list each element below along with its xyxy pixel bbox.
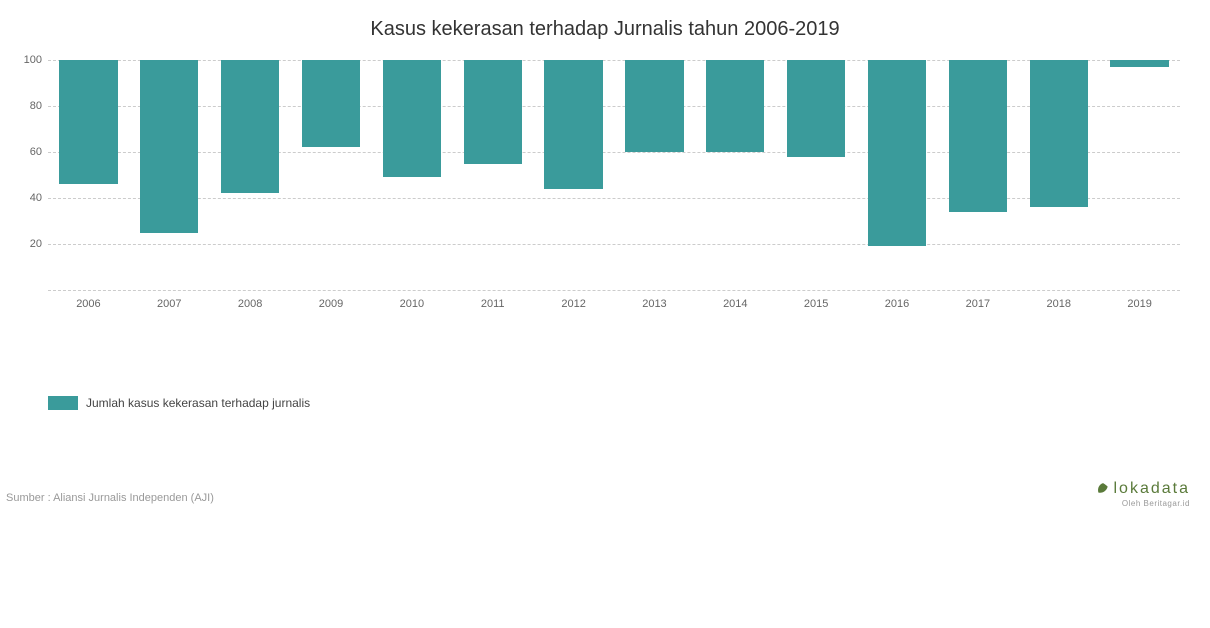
bar-slot: 2012 <box>533 60 614 290</box>
bar-slot: 2013 <box>614 60 695 290</box>
legend-swatch <box>48 396 78 410</box>
gridline <box>48 290 1180 291</box>
y-tick-label: 60 <box>14 146 42 158</box>
brand-logo: lokadata Oleh Beritagar.id <box>1096 480 1191 508</box>
y-tick-label: 100 <box>14 54 42 66</box>
leaf-icon <box>1096 482 1110 496</box>
chart-area: 20406080100 2006200720082009201020112012… <box>48 60 1180 310</box>
x-tick-label: 2018 <box>1018 298 1099 310</box>
bar-slot: 2009 <box>291 60 372 290</box>
chart-container: Kasus kekerasan terhadap Jurnalis tahun … <box>0 0 1210 628</box>
bar-slot: 2017 <box>937 60 1018 290</box>
bar <box>140 60 198 233</box>
x-tick-label: 2012 <box>533 298 614 310</box>
bar <box>787 60 845 157</box>
legend: Jumlah kasus kekerasan terhadap jurnalis <box>48 396 310 410</box>
y-tick-label: 20 <box>14 238 42 250</box>
brand-subtitle: Oleh Beritagar.id <box>1096 499 1191 508</box>
x-tick-label: 2009 <box>291 298 372 310</box>
y-tick-label: 80 <box>14 100 42 112</box>
bar <box>706 60 764 152</box>
brand-name: lokadata <box>1096 480 1191 498</box>
bar-slot: 2006 <box>48 60 129 290</box>
bar-slot: 2014 <box>695 60 776 290</box>
bar <box>949 60 1007 212</box>
bar <box>1110 60 1168 67</box>
x-tick-label: 2010 <box>371 298 452 310</box>
brand-name-text: lokadata <box>1114 480 1191 498</box>
x-tick-label: 2013 <box>614 298 695 310</box>
bar-slot: 2008 <box>210 60 291 290</box>
bar <box>625 60 683 152</box>
bar-slot: 2007 <box>129 60 210 290</box>
bar-slot: 2011 <box>452 60 533 290</box>
x-tick-label: 2008 <box>210 298 291 310</box>
x-tick-label: 2017 <box>937 298 1018 310</box>
y-tick-label: 40 <box>14 192 42 204</box>
bar-slot: 2015 <box>776 60 857 290</box>
bar <box>544 60 602 189</box>
bar <box>302 60 360 147</box>
chart-title: Kasus kekerasan terhadap Jurnalis tahun … <box>0 0 1210 41</box>
bar-slot: 2016 <box>857 60 938 290</box>
bar <box>59 60 117 184</box>
bar <box>868 60 926 246</box>
x-tick-label: 2014 <box>695 298 776 310</box>
x-tick-label: 2016 <box>857 298 938 310</box>
bar <box>383 60 441 177</box>
bar <box>1030 60 1088 207</box>
bar-slot: 2019 <box>1099 60 1180 290</box>
x-tick-label: 2006 <box>48 298 129 310</box>
legend-label: Jumlah kasus kekerasan terhadap jurnalis <box>86 396 310 410</box>
bar-slot: 2018 <box>1018 60 1099 290</box>
bars-group: 2006200720082009201020112012201320142015… <box>48 60 1180 290</box>
source-text: Sumber : Aliansi Jurnalis Independen (AJ… <box>6 492 214 504</box>
x-tick-label: 2011 <box>452 298 533 310</box>
bar <box>464 60 522 164</box>
x-tick-label: 2015 <box>776 298 857 310</box>
x-tick-label: 2007 <box>129 298 210 310</box>
bar-slot: 2010 <box>371 60 452 290</box>
bar <box>221 60 279 193</box>
x-tick-label: 2019 <box>1099 298 1180 310</box>
